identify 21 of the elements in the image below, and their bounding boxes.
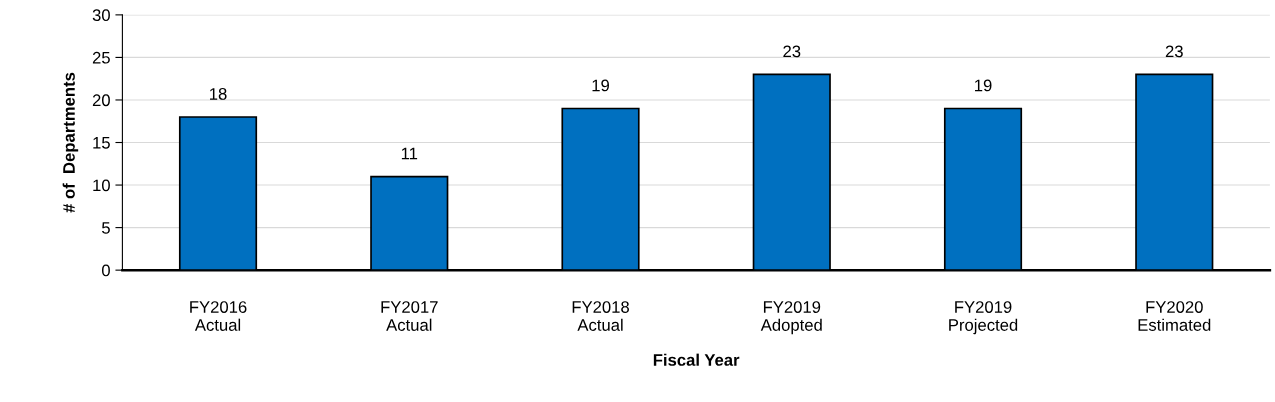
x-tick-label: FY2019 Adopted [760,301,822,335]
data-label: 11 [401,147,418,160]
x-tick-label: FY2019 Projected [949,301,1018,335]
y-tick-label: 10 [93,179,110,192]
y-tick-label: 5 [101,222,110,234]
y-tick-label: 25 [92,51,110,64]
y-tick-label: 20 [92,94,110,107]
y-tick-label: 30 [92,9,110,22]
data-label: 19 [592,79,610,92]
y-axis-title: # of Departments [62,72,79,213]
x-axis-title: Fiscal Year [653,353,740,366]
x-tick-label: FY2016 Actual [190,301,247,331]
data-label: 23 [783,45,801,58]
data-label: 18 [210,88,227,100]
x-tick-label: FY2018 Actual [572,301,629,331]
data-label: 19 [975,79,992,92]
y-tick-label: 15 [93,137,110,149]
x-tick-label: FY2020 Estimated [1138,301,1211,331]
data-label: 23 [1165,45,1183,58]
y-tick-label: 0 [101,264,110,277]
x-tick-label: FY2017 Actual [381,301,438,331]
